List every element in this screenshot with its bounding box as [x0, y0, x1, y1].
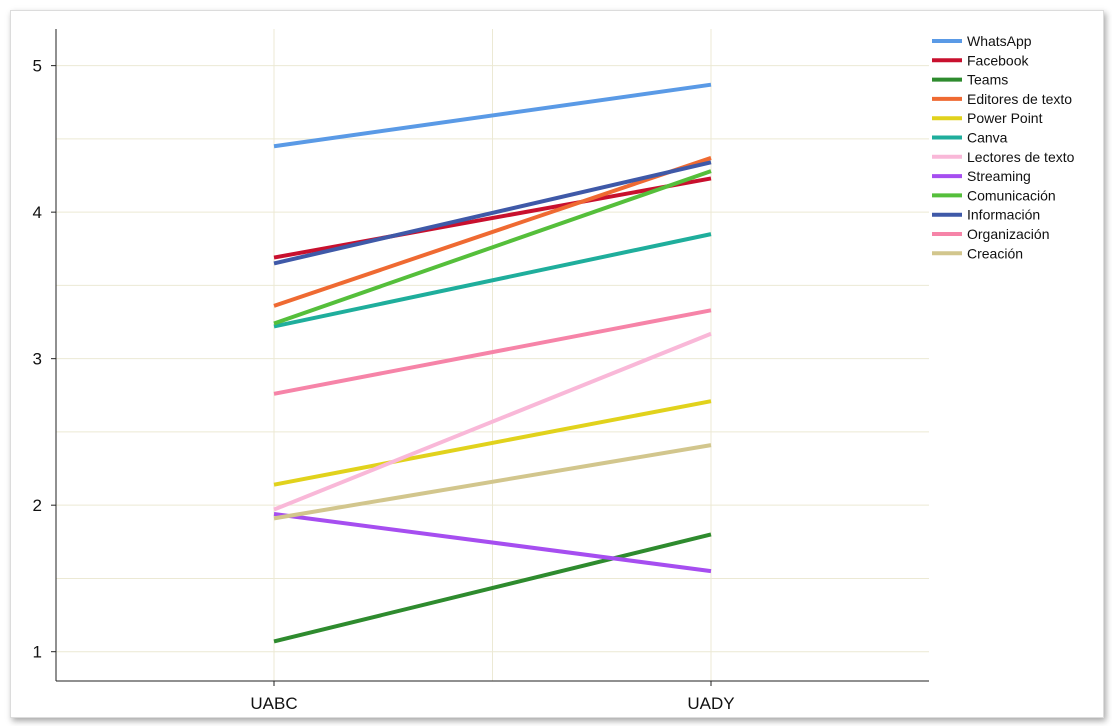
series-lines	[273, 82, 712, 644]
y-tick-label: 4	[33, 203, 42, 222]
grid	[56, 29, 929, 681]
legend-label: Lectores de texto	[967, 149, 1075, 165]
series-line-whatsapp	[273, 82, 712, 149]
series-line-comunicación	[273, 169, 712, 326]
y-tick-label: 2	[33, 496, 42, 515]
legend-label: Facebook	[967, 52, 1029, 68]
y-tick-label: 3	[33, 350, 42, 369]
y-tick-label: 1	[33, 643, 42, 662]
legend-label: Información	[967, 207, 1040, 223]
line-chart: 1 2 3 4 5 UABC UADY WhatsApp Facebook Teams Edito…	[33, 29, 1075, 713]
x-tick-label: UADY	[687, 694, 734, 713]
legend-label: Canva	[967, 130, 1008, 146]
x-tick-label: UABC	[250, 694, 297, 713]
series-line-editores-de-texto	[273, 156, 712, 308]
series-line-facebook	[273, 176, 712, 260]
series-line-información	[273, 160, 712, 266]
series-line-streaming	[273, 511, 712, 574]
series-line-creación	[273, 443, 712, 521]
series-line-lectores-de-texto	[273, 331, 712, 512]
legend-label: Teams	[967, 72, 1008, 88]
legend: WhatsApp Facebook Teams Editores de texto Po…	[932, 33, 1075, 261]
series-line-organización	[273, 308, 712, 396]
series-line-power-point	[273, 399, 712, 487]
series-line-teams	[273, 532, 712, 644]
axes: 1 2 3 4 5 UABC UADY	[33, 29, 929, 713]
legend-label: Editores de texto	[967, 91, 1072, 107]
y-tick-label: 5	[33, 57, 42, 76]
legend-label: Organización	[967, 226, 1050, 242]
series-line-canva	[273, 232, 712, 329]
legend-label: Creación	[967, 245, 1023, 261]
legend-label: Streaming	[967, 168, 1031, 184]
legend-label: Comunicación	[967, 187, 1056, 203]
legend-label: WhatsApp	[967, 33, 1032, 49]
chart-frame: 1 2 3 4 5 UABC UADY WhatsApp Facebook Teams Edito…	[10, 10, 1104, 718]
legend-label: Power Point	[967, 110, 1043, 126]
